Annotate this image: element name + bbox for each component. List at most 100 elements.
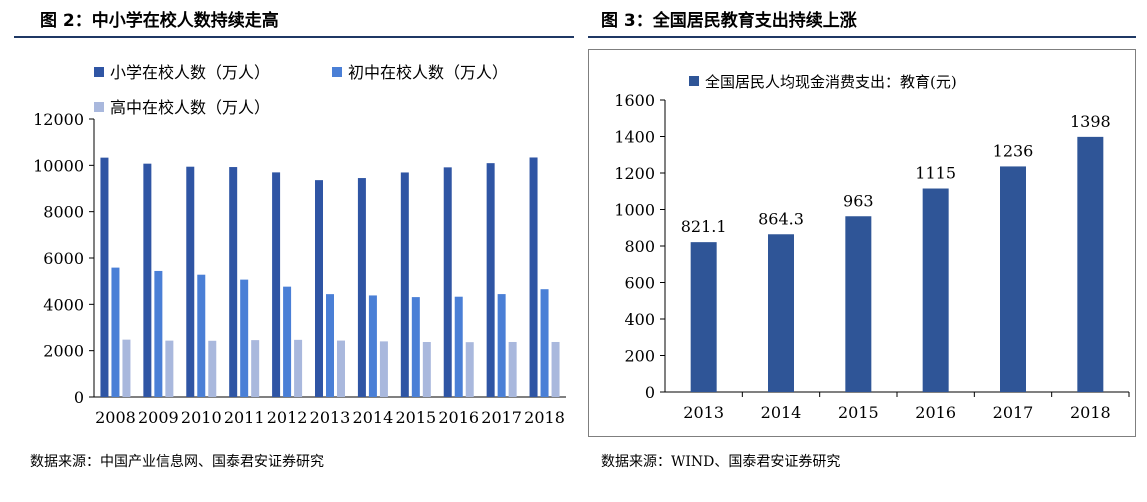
left-bar-2008-s2 — [122, 339, 131, 397]
left-x-tick-label: 2014 — [353, 408, 394, 427]
right-chart-panel: 全国居民人均现金消费支出：教育(元) 0 200 400 600 800 1000 1200… — [588, 49, 1136, 437]
left-x-axis: 2008 2009 2010 2011 2012 2013 2014 2015 2016 2017… — [95, 408, 565, 427]
left-x-tick-label: 2012 — [267, 408, 308, 427]
left-y-tick-label: 6000 — [43, 249, 84, 268]
right-data-label-2015: 963 — [843, 191, 874, 210]
left-legend-label-2: 高中在校人数（万人） — [110, 98, 270, 117]
left-bar-2012-s1 — [283, 286, 292, 397]
right-y-tick-label: 0 — [645, 383, 655, 402]
right-source-note: 数据来源：WIND、国泰君安证券研究 — [601, 454, 841, 470]
left-source-note: 数据来源：中国产业信息网、国泰君安证券研究 — [30, 454, 324, 470]
left-title-rule — [14, 36, 574, 38]
left-bars — [100, 157, 560, 397]
left-bar-2012-s0 — [272, 172, 281, 397]
left-bar-2012-s2 — [294, 339, 303, 397]
right-x-tick-label: 2013 — [683, 403, 724, 422]
right-y-tick-label: 600 — [624, 274, 655, 293]
right-data-label-2017: 1236 — [993, 141, 1034, 160]
left-figure-title: 图 2：中小学在校人数持续走高 — [40, 11, 279, 31]
right-bar-2015 — [845, 216, 872, 392]
right-bar-2014 — [768, 234, 794, 392]
left-bar-2018-s0 — [529, 157, 538, 397]
right-data-label-2018: 1398 — [1070, 112, 1111, 131]
right-bar-2018 — [1077, 136, 1104, 392]
right-x-tick-label: 2017 — [993, 403, 1034, 422]
left-x-tick-label: 2018 — [524, 408, 565, 427]
right-x-tick-label: 2018 — [1070, 403, 1111, 422]
left-bar-2013-s0 — [315, 180, 323, 397]
left-bar-2016-s0 — [443, 167, 452, 397]
right-x-tick-label: 2014 — [761, 403, 802, 422]
left-bar-2017-s1 — [497, 294, 506, 397]
left-legend-label-0: 小学在校人数（万人） — [110, 63, 270, 82]
left-legend-swatch-2 — [94, 102, 104, 112]
right-x-tick-label: 2015 — [838, 403, 879, 422]
right-y-tick-label: 1200 — [614, 164, 655, 183]
left-bar-2010-s2 — [208, 340, 217, 397]
left-bar-2014-s1 — [368, 295, 377, 397]
left-bar-2008-s1 — [111, 267, 120, 397]
left-bar-2011-s1 — [240, 279, 249, 397]
right-y-tick-label: 1600 — [614, 91, 655, 110]
left-y-tick-label: 4000 — [43, 295, 84, 314]
right-legend: 全国居民人均现金消费支出：教育(元) — [689, 73, 957, 91]
right-x-tick-label: 2016 — [915, 403, 956, 422]
left-x-tick-label: 2013 — [310, 408, 351, 427]
right-y-tick-label: 800 — [624, 237, 655, 256]
left-x-tick-label: 2011 — [224, 408, 265, 427]
right-bar-2017 — [1000, 166, 1026, 392]
left-chart: 小学在校人数（万人） 初中在校人数（万人） 高中在校人数（万人） 0 2000 4000… — [33, 63, 566, 427]
left-bar-2014-s0 — [357, 178, 366, 397]
left-bar-2010-s1 — [197, 274, 206, 397]
right-y-axis: 0 200 400 600 800 1000 1200 1400 1600 — [614, 91, 1130, 402]
left-chart-panel: 小学在校人数（万人） 初中在校人数（万人） 高中在校人数（万人） 0 2000 4000… — [14, 49, 574, 437]
right-y-tick-label: 200 — [624, 347, 655, 366]
left-x-tick-label: 2008 — [95, 408, 136, 427]
left-bar-2010-s0 — [186, 166, 195, 397]
left-bar-2016-s2 — [465, 342, 474, 397]
left-bar-2015-s0 — [400, 172, 409, 397]
left-bar-2008-s0 — [100, 157, 109, 397]
left-y-tick-label: 0 — [74, 388, 84, 407]
left-bar-2018-s1 — [540, 289, 549, 397]
left-y-tick-label: 12000 — [33, 110, 84, 129]
left-bar-2009-s2 — [165, 340, 174, 397]
left-bar-2013-s2 — [337, 340, 345, 397]
right-chart: 全国居民人均现金消费支出：教育(元) 0 200 400 600 800 1000 1200… — [614, 73, 1130, 422]
right-bar-2016 — [922, 188, 949, 392]
right-x-axis: 2013 2014 2015 2016 2017 2018 — [683, 403, 1110, 422]
left-bar-2014-s2 — [379, 341, 388, 397]
right-data-label-2013: 821.1 — [681, 217, 727, 236]
left-legend-swatch-1 — [332, 67, 342, 77]
left-bar-2009-s1 — [154, 270, 163, 397]
right-y-tick-label: 400 — [624, 310, 655, 329]
left-bar-2013-s1 — [326, 294, 334, 397]
left-legend-label-1: 初中在校人数（万人） — [348, 63, 508, 82]
right-figure-title: 图 3：全国居民教育支出持续上涨 — [601, 11, 857, 31]
left-bar-2017-s0 — [486, 163, 495, 397]
left-legend-swatch-0 — [94, 67, 104, 77]
left-x-tick-label: 2015 — [395, 408, 436, 427]
left-bar-2017-s2 — [508, 341, 517, 397]
left-x-tick-label: 2016 — [438, 408, 479, 427]
left-y-tick-label: 8000 — [43, 203, 84, 222]
left-x-tick-label: 2010 — [181, 408, 222, 427]
left-x-tick-label: 2009 — [138, 408, 179, 427]
right-bar-2013 — [690, 242, 717, 392]
left-bar-2018-s2 — [551, 341, 560, 397]
left-bar-2011-s2 — [251, 340, 260, 397]
left-x-tick-label: 2017 — [481, 408, 522, 427]
right-legend-swatch — [689, 76, 699, 86]
right-bars: 821.1 864.3 963 1115 1236 1398 — [681, 112, 1111, 392]
left-bar-2009-s0 — [143, 163, 152, 397]
right-y-tick-label: 1000 — [614, 201, 655, 220]
right-y-tick-label: 1400 — [614, 128, 655, 147]
right-data-label-2014: 864.3 — [758, 209, 804, 228]
left-y-axis: 0 2000 4000 6000 8000 10000 12000 — [33, 110, 566, 407]
left-bar-2015-s1 — [411, 297, 420, 397]
right-data-label-2016: 1115 — [915, 164, 956, 183]
right-title-rule — [588, 36, 1136, 38]
left-bar-2016-s1 — [454, 296, 463, 397]
left-legend: 小学在校人数（万人） 初中在校人数（万人） 高中在校人数（万人） — [94, 63, 508, 117]
left-bar-2015-s2 — [422, 342, 431, 397]
